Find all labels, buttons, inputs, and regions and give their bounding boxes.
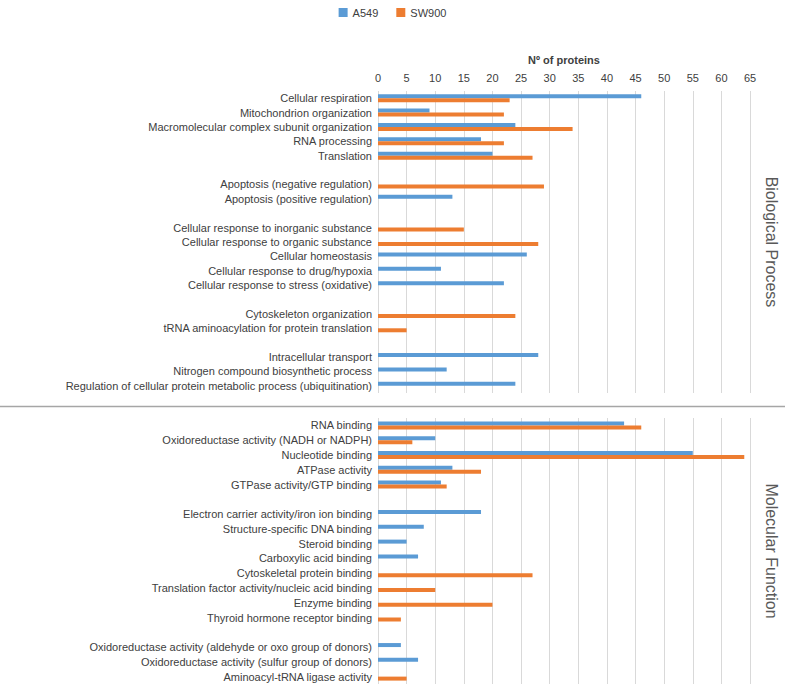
svg-text:Cellular response to drug/hypo: Cellular response to drug/hypoxia: [208, 265, 373, 277]
svg-text:55: 55: [687, 72, 699, 84]
svg-text:Oxidoreductase activity (NADH: Oxidoreductase activity (NADH or NADPH): [162, 434, 372, 446]
svg-text:60: 60: [715, 72, 727, 84]
svg-text:Translation factor activity/nu: Translation factor activity/nucleic acid…: [152, 582, 372, 594]
svg-text:Cellular response to stress (o: Cellular response to stress (oxidative): [188, 279, 372, 291]
svg-text:30: 30: [544, 72, 556, 84]
svg-text:40: 40: [601, 72, 613, 84]
svg-text:Carboxylic acid binding: Carboxylic acid binding: [259, 552, 372, 564]
svg-text:GTPase activity/GTP binding: GTPase activity/GTP binding: [231, 479, 372, 491]
svg-text:50: 50: [658, 72, 670, 84]
svg-text:RNA processing: RNA processing: [293, 135, 372, 147]
svg-text:Cellular respiration: Cellular respiration: [280, 92, 372, 104]
svg-text:15: 15: [458, 72, 470, 84]
svg-text:20: 20: [486, 72, 498, 84]
svg-text:Macromolecular complex subunit: Macromolecular complex subunit organizat…: [148, 121, 372, 133]
svg-text:Oxidoreductase activity (sulfu: Oxidoreductase activity (sulfur group of…: [141, 656, 372, 668]
svg-text:Intracellular transport: Intracellular transport: [269, 351, 372, 363]
svg-text:Electron carrier activity/iron: Electron carrier activity/iron ion bindi…: [183, 508, 372, 520]
svg-text:Structure-specific DNA binding: Structure-specific DNA binding: [223, 523, 372, 535]
svg-text:Biological Process: Biological Process: [763, 177, 780, 308]
svg-text:Steroid binding: Steroid binding: [299, 538, 372, 550]
svg-text:Cytoskeletal protein binding: Cytoskeletal protein binding: [237, 567, 372, 579]
svg-text:Nitrogen compound biosynthetic: Nitrogen compound biosynthetic process: [173, 365, 372, 377]
svg-text:35: 35: [572, 72, 584, 84]
svg-text:Cellular homeostasis: Cellular homeostasis: [270, 250, 373, 262]
svg-text:Cellular response to inorganic: Cellular response to inorganic substance: [173, 222, 372, 234]
svg-text:45: 45: [629, 72, 641, 84]
svg-text:RNA binding: RNA binding: [311, 419, 372, 431]
svg-text:0: 0: [375, 72, 381, 84]
svg-text:Aminoacyl-tRNA ligase activity: Aminoacyl-tRNA ligase activity: [223, 671, 372, 683]
svg-text:Oxidoreductase activity (aldeh: Oxidoreductase activity (aldehyde or oxo…: [90, 641, 373, 653]
svg-text:SW900: SW900: [410, 7, 446, 19]
svg-text:Cellular response to organic s: Cellular response to organic substance: [182, 236, 372, 248]
svg-text:Nº of proteins: Nº of proteins: [528, 54, 600, 66]
svg-text:Apoptosis (positive regulation: Apoptosis (positive regulation): [225, 193, 372, 205]
svg-text:Enzyme binding: Enzyme binding: [294, 597, 372, 609]
svg-text:Mitochondrion organization: Mitochondrion organization: [240, 107, 372, 119]
svg-text:25: 25: [515, 72, 527, 84]
svg-text:Molecular Function: Molecular Function: [763, 483, 780, 618]
svg-text:Cytoskeleton organization: Cytoskeleton organization: [245, 308, 372, 320]
svg-text:Apoptosis (negative regulation: Apoptosis (negative regulation): [220, 178, 372, 190]
svg-text:tRNA aminoacylation for protei: tRNA aminoacylation for protein translat…: [164, 322, 373, 334]
svg-text:10: 10: [429, 72, 441, 84]
svg-text:ATPase activity: ATPase activity: [297, 464, 372, 476]
svg-text:Regulation of cellular protein: Regulation of cellular protein metabolic…: [66, 380, 372, 392]
svg-text:Thyroid hormone receptor bindi: Thyroid hormone receptor binding: [207, 612, 372, 624]
svg-text:5: 5: [404, 72, 410, 84]
svg-text:Nucleotide binding: Nucleotide binding: [281, 449, 372, 461]
svg-text:65: 65: [744, 72, 756, 84]
svg-text:Translation: Translation: [318, 150, 372, 162]
svg-text:A549: A549: [353, 7, 379, 19]
